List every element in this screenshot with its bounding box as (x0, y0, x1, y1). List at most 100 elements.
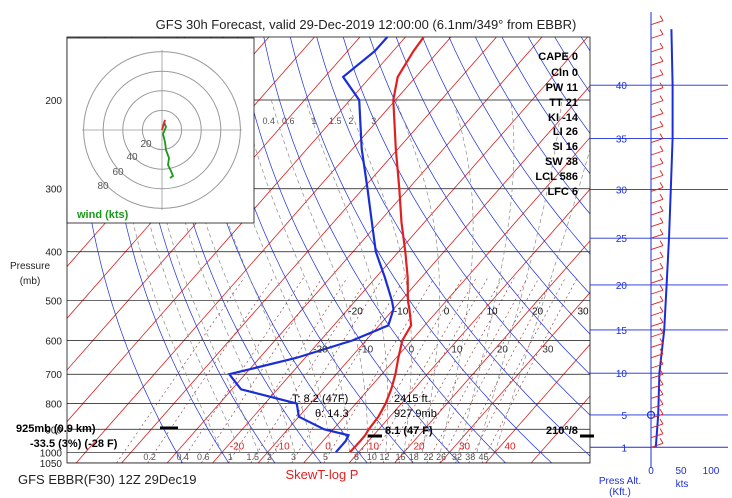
wind-barb (650, 198, 664, 204)
wind-barb (650, 125, 664, 131)
wind-barb-flag (659, 82, 664, 88)
moist-adiabat (440, 99, 474, 453)
sounding-profiles (160, 36, 594, 454)
wind-barb-flag (659, 158, 664, 164)
wind-barb-flag (659, 133, 664, 139)
wind-barb-flag (659, 29, 664, 35)
wind-barb-flag (659, 15, 664, 21)
wind-barb (650, 332, 664, 338)
wind-barb-flag (659, 306, 664, 312)
freezing-level-marker (646, 410, 656, 420)
index-cin: CIn 0 (551, 67, 578, 79)
wind-barb-flag (659, 338, 664, 344)
altitude-tick-label: 25 (616, 234, 628, 245)
wind-barb-flag (659, 251, 664, 258)
wind-barb (650, 233, 664, 239)
surface-temperature: 8.1 (47 F) (385, 425, 433, 437)
wind-barb (650, 289, 664, 295)
mixing-ratio-line (228, 277, 348, 463)
moist-adiabat (270, 99, 368, 453)
hodograph-ring-label: 40 (126, 152, 138, 163)
wind-barb-flag (659, 108, 664, 114)
wind-barb-flag (659, 295, 664, 302)
wind-barb-flag (659, 145, 664, 152)
pressure-tick-label: 800 (45, 399, 62, 410)
mixing-ratio-line (411, 277, 515, 463)
mixing-ratio-label: 3 (371, 116, 376, 126)
wind-barb (650, 311, 664, 317)
altitude-tick-label: 35 (616, 134, 628, 145)
mixing-ratio-line (382, 277, 489, 463)
minimum-temperature-label: -33.5 (3%) (-28 F) (30, 438, 118, 450)
mixing-ratio-label: 1.5 (329, 116, 342, 126)
mixing-ratio-label: 1.5 (247, 452, 260, 462)
dry-adiabat (342, 37, 590, 416)
index-li: LI 26 (553, 126, 578, 138)
mixing-ratio-line (369, 277, 477, 463)
diagram-background-lines (66, 36, 591, 464)
wind-barb-flag (659, 205, 664, 212)
wind-speed-tick-label: 0 (648, 466, 654, 477)
wind-barb (650, 150, 664, 156)
pressure-tick-label: 600 (45, 336, 62, 347)
wind-barb-flag (659, 95, 664, 101)
wind-barb-flag (659, 56, 664, 62)
wind-barb-flag (659, 408, 664, 415)
wind-barb (650, 87, 664, 93)
mixing-ratio-label: 32 (452, 452, 462, 462)
mixing-ratio-line (201, 277, 323, 463)
mixing-ratio-label: 15 (395, 452, 405, 462)
wind-barb-flag (659, 217, 664, 223)
wind-barb-flag (659, 358, 664, 365)
wind-barb (650, 60, 664, 66)
wind-speed-tick-label: 50 (675, 466, 687, 477)
mixing-ratio-label: 2 (267, 452, 272, 462)
altitude-tick-label: 1 (621, 443, 627, 454)
pressure-tick-label: 400 (45, 248, 62, 259)
pressure-tick-label: 1050 (40, 459, 63, 470)
wind-barb-flag (659, 284, 664, 291)
temperature-tick-label: 0 (325, 441, 331, 452)
wind-barb-flag (659, 399, 664, 405)
wind-barb-flag (659, 438, 664, 444)
hodograph-label: wind (kts) (76, 209, 129, 221)
hodograph-ring-label: 20 (140, 139, 152, 150)
wind-barb (650, 20, 664, 26)
wind-barb (650, 47, 664, 53)
surface-pressure: 927.9mb (394, 408, 437, 420)
isotherm-line (257, 85, 590, 463)
isotherm-line (121, 37, 497, 463)
wind-speed-profile (654, 29, 674, 448)
mixing-ratio-label: 38 (465, 452, 475, 462)
index-tt: TT 21 (549, 97, 578, 109)
mixing-ratio-line (354, 277, 463, 463)
dry-adiabat (237, 37, 460, 463)
mixing-ratio-line (147, 277, 274, 463)
altitude-tick-label: 10 (616, 369, 628, 380)
dry-adiabat (369, 37, 590, 375)
index-sw: SW 38 (545, 156, 578, 168)
level-925-label: 925mb (0.9 km) (16, 423, 96, 435)
stability-indices: CAPE 0 CIn 0 PW 11 TT 21 KI -14 LI 26 SI… (535, 51, 578, 198)
wind-barb (650, 162, 664, 168)
isotherm-line (485, 343, 590, 463)
mixing-ratio-line (267, 277, 384, 463)
surface-wind: 210°/8 (546, 425, 578, 437)
temperature-tick-label: -10 (275, 441, 290, 452)
wind-barb (650, 394, 664, 399)
moist-adiabat (127, 99, 241, 453)
footer-diagram-type: SkewT-log P (286, 467, 359, 482)
dry-adiabat (475, 37, 590, 215)
altitude-axis-label: Press Alt. (599, 476, 641, 487)
wind-barb (650, 363, 664, 369)
hodograph-ring-label: 60 (112, 167, 124, 178)
index-si: SI 16 (552, 141, 578, 153)
wind-barb (650, 74, 664, 80)
temperature-tick-label: 30 (577, 307, 589, 318)
wind-barb (650, 267, 664, 273)
isotherm-line (67, 37, 406, 423)
wind-barb-flag (659, 240, 664, 246)
footer-station-label: GFS EBBR(F30) 12Z 29Dec19 (18, 472, 196, 487)
